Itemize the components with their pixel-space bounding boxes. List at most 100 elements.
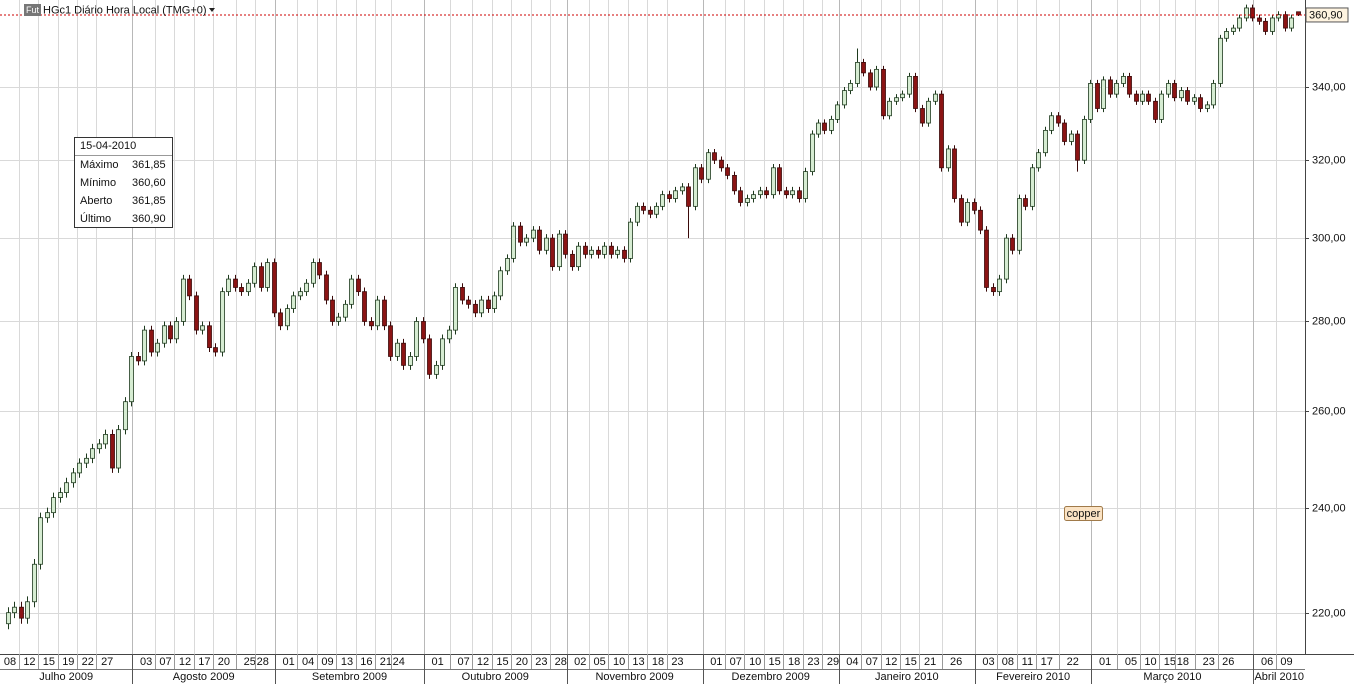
candle-body <box>641 205 646 211</box>
x-tick-label: 19 <box>62 656 74 668</box>
candle-body <box>194 295 199 331</box>
candle-body <box>6 612 11 625</box>
candle-body <box>913 75 918 109</box>
candle-body <box>278 312 283 327</box>
candle-body <box>246 282 251 293</box>
candle-body <box>259 266 264 288</box>
x-tick-label: 01 <box>432 656 444 668</box>
candle-body <box>984 229 989 288</box>
candle-body <box>434 364 439 375</box>
candle-body <box>1205 104 1210 109</box>
candle-body <box>110 434 115 469</box>
candle-body <box>51 497 56 514</box>
info-box-frame <box>74 137 173 228</box>
badge-text: Fut <box>26 5 40 15</box>
candle-body <box>58 492 63 498</box>
x-tick-label: 12 <box>477 656 489 668</box>
candle-body <box>226 278 231 293</box>
candles <box>0 4 1305 630</box>
candle-body <box>816 122 821 135</box>
x-tick-label: 10 <box>1144 656 1156 668</box>
candle-body <box>324 274 329 301</box>
candle-body <box>330 299 335 322</box>
annotation-box <box>1064 506 1103 521</box>
candle-body <box>505 258 510 272</box>
candle-body <box>1224 31 1229 39</box>
candle-body <box>479 299 484 314</box>
info-label: Mínimo <box>80 177 116 189</box>
candle-body <box>498 270 503 297</box>
x-tick-label: 26 <box>1222 656 1234 668</box>
candle-body <box>1198 97 1203 109</box>
x-tick-label: 05 <box>594 656 606 668</box>
candle-body <box>453 287 458 331</box>
candle-body <box>116 429 121 469</box>
candle-body <box>706 152 711 180</box>
candle-body <box>1108 79 1113 95</box>
candle-body <box>252 266 257 284</box>
x-tick-label: 07 <box>457 656 469 668</box>
x-tick-label: 23 <box>1203 656 1215 668</box>
candle-body <box>784 190 789 196</box>
chart-title: HGc1 Diário Hora Local (TMG+0) <box>43 4 207 16</box>
candle-body <box>369 321 374 327</box>
candle-body <box>1211 83 1216 106</box>
title-dropdown[interactable] <box>209 8 215 12</box>
candle-body <box>667 194 672 199</box>
candle-body <box>699 167 704 180</box>
x-tick-label: 12 <box>23 656 35 668</box>
candle-body <box>1244 7 1249 19</box>
candle-body <box>155 342 160 353</box>
candle-body <box>25 601 30 619</box>
candle-body <box>1088 83 1093 120</box>
month-label: Novembro 2009 <box>595 671 673 683</box>
candle-body <box>84 457 89 464</box>
candle-body <box>673 190 678 199</box>
last-price-box <box>1305 7 1349 23</box>
candle-body <box>997 278 1002 293</box>
info-value: 361,85 <box>132 195 166 207</box>
x-tick-label: 07 <box>866 656 878 668</box>
candle-body <box>732 175 737 192</box>
month-label: Outubro 2009 <box>462 671 529 683</box>
month-label: Abril 2010 <box>1254 671 1304 683</box>
candle-body <box>920 108 925 124</box>
x-tick-label: 13 <box>632 656 644 668</box>
candle-body <box>861 61 866 74</box>
candle-body <box>311 262 316 284</box>
candle-body <box>1146 93 1151 102</box>
x-tick-label: 23 <box>807 656 819 668</box>
candle-body <box>447 329 452 340</box>
x-tick-label: 01 <box>1099 656 1111 668</box>
candle-body <box>142 329 147 362</box>
y-tick-label: 260,00 <box>1312 405 1346 417</box>
candle-body <box>1289 17 1294 29</box>
candle-body <box>829 118 834 131</box>
candle-body <box>1062 122 1067 142</box>
last-price-label: 360,90 <box>1309 9 1343 21</box>
info-label: Aberto <box>80 195 112 207</box>
candle-body <box>440 338 445 366</box>
candle-body <box>1075 133 1080 161</box>
x-tick-label: 26 <box>950 656 962 668</box>
x-tick-label: 21 <box>380 656 392 668</box>
candle-body <box>1270 17 1275 32</box>
candle-body <box>959 198 964 223</box>
candle-body <box>32 563 37 603</box>
candle-body <box>952 148 957 199</box>
candle-body <box>207 325 212 349</box>
candle-body <box>544 237 549 251</box>
candle-body <box>1192 97 1197 102</box>
x-tick-label: 28 <box>257 656 269 668</box>
x-tick-label: 10 <box>749 656 761 668</box>
candle-body <box>654 205 659 215</box>
info-box: 15-04-2010 Máximo 361,85 Mínimo 360,60 A… <box>74 137 173 228</box>
candle-body <box>187 278 192 297</box>
x-tick-label: 22 <box>82 656 94 668</box>
candle-body <box>291 295 296 309</box>
candle-body <box>771 167 776 196</box>
candle-body <box>777 167 782 192</box>
candle-body <box>12 606 17 614</box>
candle-body <box>1283 14 1288 29</box>
candle-body <box>797 190 802 199</box>
